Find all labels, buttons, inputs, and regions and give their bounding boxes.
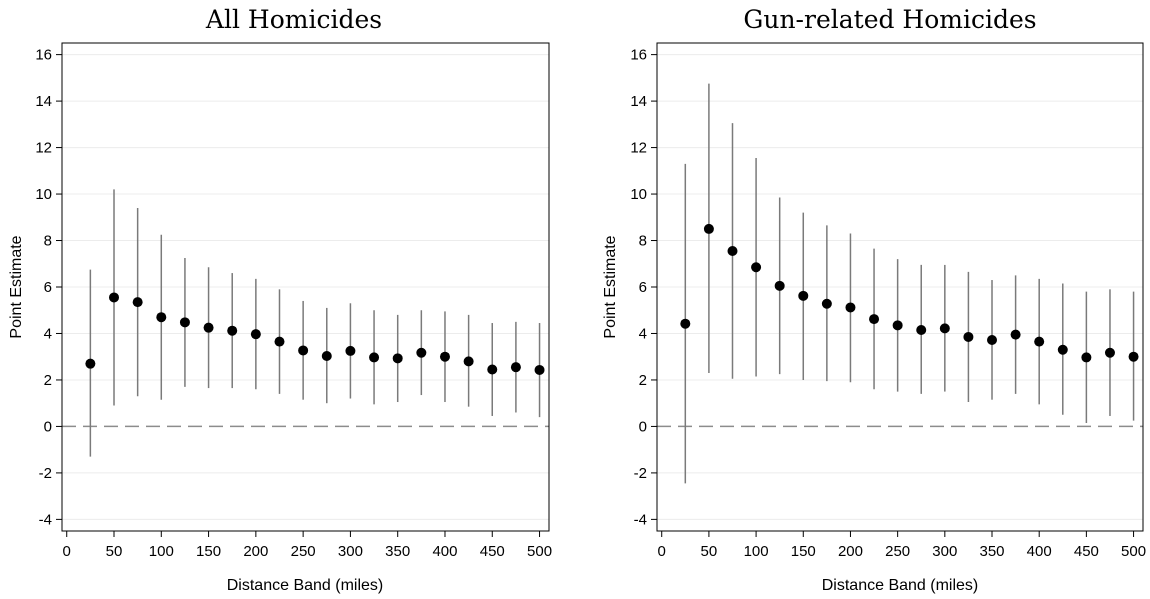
chart-title: Gun-related Homicides — [743, 5, 1036, 34]
point-estimate — [1034, 336, 1045, 347]
y-tick-label: 12 — [35, 140, 52, 157]
point-estimate — [369, 352, 380, 363]
y-axis-label: Point Estimate — [8, 235, 25, 338]
y-tick-label: 10 — [35, 186, 52, 203]
x-axis-label: Distance Band (miles) — [227, 577, 384, 594]
x-axis-label: Distance Band (miles) — [822, 577, 979, 594]
y-tick-label: 0 — [44, 418, 52, 435]
x-tick-label: 400 — [1027, 543, 1052, 560]
point-estimate — [109, 292, 120, 303]
point-estimate — [534, 364, 545, 375]
point-estimate — [727, 245, 738, 256]
plot-area: -4 -2 0 2 4 6 8 10 12 14 16 0 50 100 150 200 250 300 350 40… — [35, 42, 552, 560]
y-tick-label: 0 — [639, 418, 647, 435]
point-estimate — [345, 345, 356, 356]
point-estimate — [774, 280, 785, 291]
plot-frame — [61, 42, 550, 532]
y-tick-label: 4 — [639, 325, 647, 342]
point-estimate — [939, 323, 950, 334]
point-estimate — [203, 322, 214, 333]
y-tick-label: 8 — [44, 233, 52, 250]
y-tick-label: -4 — [634, 511, 647, 528]
point-estimate — [392, 353, 403, 364]
x-tick-label: 200 — [243, 543, 268, 560]
x-tick-label: 350 — [979, 543, 1004, 560]
plot-frame — [656, 42, 1144, 532]
point-estimate — [916, 324, 927, 335]
panel-gun-related-homicides: Gun-related Homicides Distance Band (mil… — [602, 5, 1146, 594]
y-tick-label: 14 — [630, 93, 647, 110]
point-estimate — [321, 351, 332, 362]
point-estimate — [869, 314, 880, 325]
point-estimate — [798, 290, 809, 301]
y-tick-label: 16 — [630, 47, 647, 64]
x-tick-label: 450 — [1074, 543, 1099, 560]
x-tick-label: 500 — [1121, 543, 1146, 560]
x-tick-label: 0 — [658, 543, 666, 560]
y-tick-label: 6 — [639, 279, 647, 296]
point-estimate — [463, 356, 474, 367]
x-tick-label: 100 — [149, 543, 174, 560]
chart-title: All Homicides — [205, 5, 382, 34]
point-estimate — [510, 362, 521, 373]
point-estimate — [1104, 347, 1115, 358]
point-estimate — [250, 329, 261, 340]
point-estimate — [487, 364, 498, 375]
point-estimate — [987, 334, 998, 345]
x-tick-label: 400 — [432, 543, 457, 560]
y-tick-label: 12 — [630, 140, 647, 157]
point-estimate — [821, 298, 832, 309]
point-estimate — [751, 262, 762, 273]
point-estimate — [845, 302, 856, 313]
point-estimate — [892, 320, 903, 331]
y-tick-label: -4 — [39, 511, 52, 528]
x-tick-label: 100 — [744, 543, 769, 560]
y-tick-label: -2 — [634, 465, 647, 482]
point-estimate — [963, 331, 974, 342]
x-tick-label: 150 — [791, 543, 816, 560]
x-tick-label: 450 — [480, 543, 505, 560]
point-estimate — [703, 223, 714, 234]
y-tick-label: 14 — [35, 93, 52, 110]
x-tick-label: 50 — [106, 543, 123, 560]
x-tick-label: 500 — [527, 543, 552, 560]
x-tick-label: 250 — [885, 543, 910, 560]
x-tick-label: 200 — [838, 543, 863, 560]
point-estimate — [439, 351, 450, 362]
x-tick-label: 0 — [63, 543, 71, 560]
y-tick-label: 10 — [630, 186, 647, 203]
y-tick-label: 2 — [639, 372, 647, 389]
y-tick-label: -2 — [39, 465, 52, 482]
x-tick-label: 150 — [196, 543, 221, 560]
plot-area: -4 -2 0 2 4 6 8 10 12 14 16 0 50 100 150 200 250 300 350 40… — [630, 42, 1146, 560]
x-tick-label: 300 — [338, 543, 363, 560]
point-estimate — [274, 336, 285, 347]
point-estimate — [156, 312, 167, 323]
point-estimate — [1128, 351, 1139, 362]
point-estimate — [298, 345, 309, 356]
y-tick-label: 8 — [639, 233, 647, 250]
x-tick-label: 350 — [385, 543, 410, 560]
x-tick-label: 250 — [291, 543, 316, 560]
panel-all-homicides: All Homicides Distance Band (miles) Poin… — [8, 5, 552, 594]
point-estimate — [227, 325, 238, 336]
point-estimate — [416, 347, 427, 358]
point-estimate — [85, 358, 96, 369]
point-estimate — [1081, 352, 1092, 363]
x-tick-label: 50 — [701, 543, 718, 560]
y-axis-label: Point Estimate — [602, 235, 619, 338]
point-estimate — [1010, 329, 1021, 340]
y-tick-label: 16 — [35, 47, 52, 64]
point-estimate — [179, 317, 190, 328]
y-tick-label: 6 — [44, 279, 52, 296]
x-tick-label: 300 — [932, 543, 957, 560]
y-tick-label: 4 — [44, 325, 52, 342]
point-estimate — [1057, 344, 1068, 355]
point-estimate — [680, 318, 691, 329]
point-estimate — [132, 297, 143, 308]
y-tick-label: 2 — [44, 372, 52, 389]
